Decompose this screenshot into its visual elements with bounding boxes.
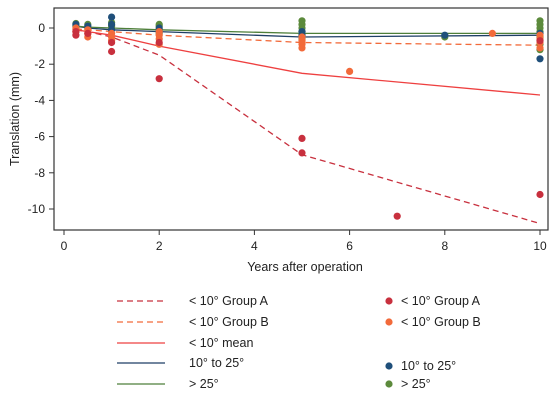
legend-line-label: < 10° Group A bbox=[189, 294, 269, 308]
legend-point-label: < 10° Group A bbox=[401, 294, 481, 308]
data-point bbox=[536, 37, 544, 45]
y-axis-label: Translation (mm) bbox=[8, 72, 22, 166]
line-series-0 bbox=[75, 29, 541, 225]
x-axis-label: Years after operation bbox=[247, 260, 363, 274]
plot-area: 0 2 4 6 8 10 0 -2 -4 -6 -8 -10 bbox=[28, 7, 549, 253]
y-tick-label: -6 bbox=[34, 130, 45, 144]
legend-point-swatch bbox=[385, 362, 393, 370]
legend-point-label: < 10° Group B bbox=[401, 315, 481, 329]
line-series-4 bbox=[75, 25, 540, 35]
data-point bbox=[393, 212, 401, 220]
data-point bbox=[108, 13, 116, 21]
plot-frame bbox=[53, 7, 549, 231]
line-series-2 bbox=[75, 29, 541, 96]
legend-point-label: 10° to 25° bbox=[401, 359, 456, 373]
x-tick-label: 4 bbox=[251, 239, 258, 253]
data-point bbox=[108, 38, 116, 47]
line-series-3 bbox=[75, 25, 541, 38]
data-point bbox=[536, 55, 544, 63]
legend-line-label: > 25° bbox=[189, 377, 219, 391]
y-tick-label: 0 bbox=[38, 21, 45, 35]
data-point bbox=[108, 47, 116, 56]
data-point bbox=[298, 149, 306, 157]
x-tick-label: 10 bbox=[533, 239, 547, 253]
data-point bbox=[441, 31, 449, 39]
data-point bbox=[84, 29, 92, 37]
legend-point-swatch bbox=[385, 318, 393, 326]
y-tick-label: -4 bbox=[34, 93, 45, 107]
data-point bbox=[298, 44, 306, 52]
data-point bbox=[536, 190, 544, 199]
legend-line-label: < 10° mean bbox=[189, 336, 253, 350]
data-point bbox=[488, 29, 496, 37]
y-tick-label: -2 bbox=[34, 57, 45, 71]
data-point bbox=[155, 75, 163, 83]
trend-lines bbox=[75, 25, 541, 225]
data-points bbox=[72, 13, 544, 220]
legend-point-label: > 25° bbox=[401, 377, 431, 391]
legend: < 10° Group A < 10° Group B < 10° mean 10° … bbox=[117, 294, 481, 391]
legend-point-swatch bbox=[385, 297, 393, 305]
data-point bbox=[108, 20, 116, 28]
y-tick-label: -10 bbox=[28, 202, 46, 216]
x-tick-label: 2 bbox=[156, 239, 163, 253]
legend-point-swatch bbox=[385, 380, 393, 388]
y-tick-label: -8 bbox=[34, 166, 45, 180]
legend-line-label: < 10° Group B bbox=[189, 315, 269, 329]
data-point bbox=[298, 134, 306, 142]
data-point bbox=[155, 38, 163, 47]
data-point bbox=[536, 44, 544, 52]
data-point bbox=[72, 31, 80, 39]
y-axis: 0 -2 -4 -6 -8 -10 bbox=[28, 21, 54, 216]
x-tick-label: 6 bbox=[346, 239, 353, 253]
legend-line-label: 10° to 25° bbox=[189, 356, 244, 370]
x-tick-label: 0 bbox=[61, 239, 68, 253]
x-axis: 0 2 4 6 8 10 bbox=[61, 230, 547, 253]
x-tick-label: 8 bbox=[441, 239, 448, 253]
data-point bbox=[346, 67, 354, 75]
